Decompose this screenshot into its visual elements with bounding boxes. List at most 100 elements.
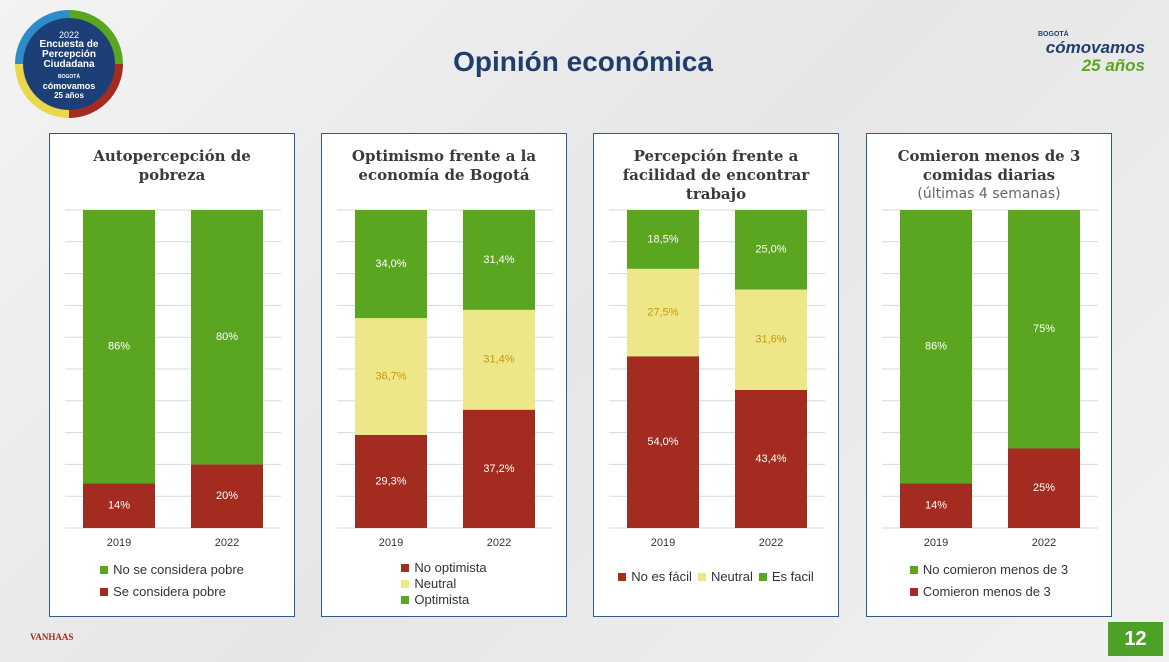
legend-label: No optimista bbox=[414, 560, 487, 575]
legend-swatch bbox=[401, 595, 410, 604]
chart-panel: 2019 14% 86% 2022 20% 80% Autopercepción de po… bbox=[49, 133, 295, 617]
legend-label: Optimista bbox=[414, 592, 470, 607]
logo-text: Ciudadana bbox=[43, 59, 95, 70]
x-tick-label: 2019 bbox=[924, 537, 948, 549]
data-label: 86% bbox=[108, 341, 130, 353]
legend-item: Optimista bbox=[401, 592, 486, 607]
bar-segment bbox=[355, 210, 427, 319]
data-label: 34,0% bbox=[375, 258, 406, 270]
data-label: 75% bbox=[1033, 323, 1055, 335]
data-label: 14% bbox=[925, 500, 947, 512]
legend-item: Neutral bbox=[697, 569, 753, 584]
legend-label: Neutral bbox=[414, 576, 457, 591]
chart: 2019 54,0% 27,5% 18,5% 2022 43,4% 31,6% 25,0% bbox=[609, 209, 825, 549]
bar-segment bbox=[83, 483, 155, 528]
legend-label: Neutral bbox=[710, 569, 753, 584]
legend-item: No se considera pobre bbox=[100, 562, 244, 577]
data-label: 31,4% bbox=[483, 354, 514, 366]
legend-item: Es facil bbox=[758, 569, 814, 584]
chart-panel: 2019 14% 86% 2022 25% 75% Comieron menos de 3 … bbox=[866, 133, 1112, 617]
chart-title-text: Optimismo frente a la economía de Bogotá bbox=[351, 147, 537, 184]
logo-brand: cómovamos bbox=[1045, 38, 1145, 57]
chart-title-text: Comieron menos de 3 comidas diarias bbox=[897, 147, 1081, 184]
legend-label: Comieron menos de 3 bbox=[922, 584, 1051, 599]
legend-swatch bbox=[401, 563, 410, 572]
bar-segment bbox=[735, 389, 807, 528]
data-label: 80% bbox=[216, 331, 238, 343]
legend-swatch bbox=[618, 572, 627, 581]
bar-segment bbox=[191, 210, 263, 465]
logo-city: BOGOTÁ bbox=[58, 74, 80, 80]
x-tick-label: 2019 bbox=[651, 537, 675, 549]
data-label: 43,4% bbox=[755, 453, 786, 465]
data-label: 27,5% bbox=[647, 306, 678, 318]
x-tick-label: 2022 bbox=[487, 537, 511, 549]
data-label: 86% bbox=[925, 341, 947, 353]
bar-segment bbox=[627, 210, 699, 269]
chart-title: Comieron menos de 3 comidas diarias (últi… bbox=[882, 147, 1096, 204]
data-label: 36,7% bbox=[375, 370, 406, 382]
bar-segment bbox=[735, 289, 807, 390]
legend-swatch bbox=[100, 565, 109, 574]
legend-swatch bbox=[401, 579, 410, 588]
logo-anniversary: 25 años bbox=[54, 91, 84, 100]
chart: 2019 14% 86% 2022 25% 75% bbox=[882, 209, 1098, 549]
bar-segment bbox=[627, 268, 699, 357]
legend-label: No se considera pobre bbox=[113, 562, 244, 577]
x-tick-label: 2022 bbox=[1032, 537, 1056, 549]
page-number: 12 bbox=[1108, 622, 1163, 656]
bar-segment bbox=[355, 318, 427, 435]
right-logo: BOGOTÁ cómovamos 25 años bbox=[1030, 30, 1145, 75]
chart-title-text: Autopercepción de pobreza bbox=[93, 147, 251, 184]
legend-swatch bbox=[909, 587, 918, 596]
legend-label: No comieron menos de 3 bbox=[922, 562, 1069, 577]
logo-city: BOGOTÁ bbox=[1038, 31, 1069, 38]
bar-segment bbox=[191, 464, 263, 528]
data-label: 31,4% bbox=[483, 254, 514, 266]
chart-panel: 2019 54,0% 27,5% 18,5% 2022 43,4% 31,6% 25,0% Pe… bbox=[593, 133, 839, 617]
chart: 2019 14% 86% 2022 20% 80% bbox=[65, 209, 281, 549]
x-tick-label: 2022 bbox=[759, 537, 783, 549]
bar-segment bbox=[463, 309, 535, 410]
data-label: 29,3% bbox=[375, 475, 406, 487]
legend: No se considera pobre Se considera pobre bbox=[50, 562, 294, 599]
data-label: 14% bbox=[108, 500, 130, 512]
data-label: 54,0% bbox=[647, 436, 678, 448]
data-label: 37,2% bbox=[483, 463, 514, 475]
data-label: 18,5% bbox=[647, 233, 678, 245]
legend-item: Neutral bbox=[401, 576, 486, 591]
logo-text: Percepción bbox=[42, 49, 96, 60]
chart: 2019 29,3% 36,7% 34,0% 2022 37,2% 31,4% 31,4% bbox=[337, 209, 553, 549]
data-label: 25% bbox=[1033, 482, 1055, 494]
logo-year: 2022 bbox=[58, 30, 80, 40]
legend-item: No optimista bbox=[401, 560, 487, 575]
data-label: 31,6% bbox=[755, 334, 786, 346]
bar-segment bbox=[735, 210, 807, 290]
bar-segment bbox=[463, 409, 535, 528]
legend-label: No es fácil bbox=[631, 569, 692, 584]
logo-brand: cómovamos bbox=[42, 81, 96, 91]
bar-segment bbox=[1008, 448, 1080, 528]
legend-swatch bbox=[697, 572, 706, 581]
left-logo: 2022 Encuesta de Percepción Ciudadana BO… bbox=[15, 10, 123, 118]
legend-swatch bbox=[100, 587, 109, 596]
bar-segment bbox=[1008, 210, 1080, 449]
bar-segment bbox=[627, 356, 699, 528]
legend: No optimista Neutral Optimista bbox=[322, 560, 566, 607]
x-tick-label: 2022 bbox=[215, 537, 239, 549]
legend: No es fácil Neutral Es facil bbox=[594, 569, 838, 584]
legend-items: No se considera pobre Se considera pobre bbox=[100, 562, 244, 599]
legend-item: Se considera pobre bbox=[100, 584, 244, 599]
logo-text: Encuesta de bbox=[39, 39, 99, 50]
legend-swatch bbox=[909, 565, 918, 574]
bar-segment bbox=[355, 434, 427, 528]
chart-title: Optimismo frente a la economía de Bogotá bbox=[337, 147, 551, 185]
legend-label: Es facil bbox=[771, 569, 814, 584]
slide-title: Opinión económica bbox=[453, 46, 713, 77]
chart-title: Autopercepción de pobreza bbox=[65, 147, 279, 185]
legend-items: No comieron menos de 3 Comieron menos de … bbox=[909, 562, 1069, 599]
chart-subtitle: (últimas 4 semanas) bbox=[917, 186, 1061, 202]
legend: No comieron menos de 3 Comieron menos de … bbox=[867, 562, 1111, 599]
bar-segment bbox=[463, 210, 535, 310]
